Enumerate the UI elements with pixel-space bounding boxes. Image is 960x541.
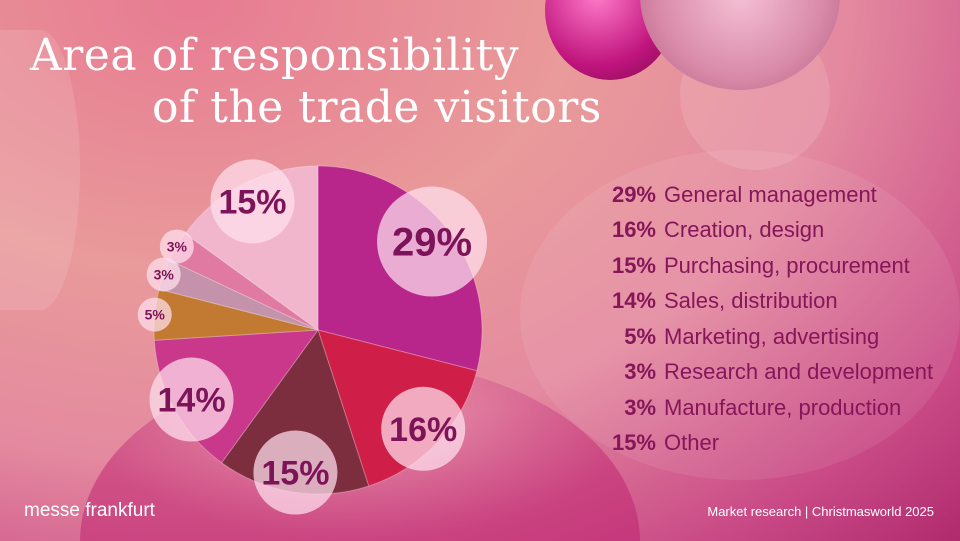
- legend-percent: 29%: [611, 181, 656, 207]
- data-label: 5%: [145, 307, 166, 323]
- legend-label: Other: [664, 430, 720, 456]
- title-line-2: of the trade visitors: [152, 82, 602, 133]
- data-label-bubble: [210, 159, 295, 244]
- legend-label: Purchasing, procurement: [664, 252, 910, 278]
- data-label-bubble: [146, 257, 181, 292]
- legend-item: 14% Sales, distribution: [604, 284, 933, 320]
- page-title: Area of responsibility of the trade visi…: [30, 30, 602, 134]
- legend-label: Manufacture, production: [664, 394, 902, 420]
- legend-percent: 15%: [611, 252, 656, 278]
- legend-percent: 5%: [624, 323, 656, 349]
- legend-percent: 3%: [624, 359, 656, 385]
- legend-item: 3% Manufacture, production: [604, 390, 933, 426]
- legend-label: Research and development: [664, 359, 934, 385]
- data-label: 15%: [261, 455, 329, 493]
- title-line-1: Area of responsibility: [30, 30, 520, 81]
- legend-percent: 14%: [611, 288, 656, 314]
- legend-item: 15% Purchasing, procurement: [604, 248, 933, 284]
- data-label-bubble: [137, 297, 172, 332]
- data-label-bubble: [253, 430, 338, 515]
- legend-label: Creation, design: [664, 217, 825, 243]
- legend-item: 5% Marketing, advertising: [604, 319, 933, 355]
- brand-logo: messe frankfurt: [24, 500, 155, 521]
- chart-legend: 29% General management 16% Creation, design…: [604, 177, 933, 461]
- data-label: 16%: [389, 411, 457, 449]
- data-label-bubble: [381, 386, 466, 471]
- legend-label: Sales, distribution: [664, 288, 838, 314]
- data-label: 15%: [218, 183, 286, 221]
- legend-item: 3% Research and development: [604, 355, 933, 391]
- legend-item: 16% Creation, design: [604, 213, 933, 249]
- data-label-bubble: [377, 186, 488, 297]
- data-label-bubble: [149, 357, 234, 442]
- data-label: 3%: [154, 266, 175, 282]
- data-label-bubble: [159, 229, 194, 264]
- legend-item: 29% General management: [604, 177, 933, 213]
- data-label: 3%: [167, 239, 188, 255]
- legend-label: General management: [664, 181, 877, 207]
- legend-percent: 15%: [611, 430, 656, 456]
- bokeh-decoration: [0, 30, 80, 310]
- bokeh-decoration: [520, 150, 960, 480]
- legend-label: Marketing, advertising: [664, 323, 880, 349]
- legend-percent: 16%: [611, 217, 656, 243]
- data-label: 14%: [158, 382, 226, 420]
- legend-item: 15% Other: [604, 426, 933, 462]
- source-note: Market research | Christmasworld 2025: [707, 504, 934, 519]
- data-label: 29%: [392, 221, 472, 265]
- legend-percent: 3%: [624, 394, 656, 420]
